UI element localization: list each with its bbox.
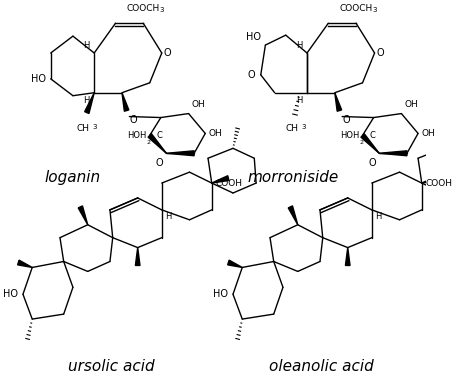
Text: morroniside: morroniside <box>247 170 339 185</box>
Text: H: H <box>165 212 172 221</box>
Text: O: O <box>342 114 350 124</box>
Text: HOH: HOH <box>128 131 147 140</box>
Polygon shape <box>361 134 379 153</box>
Text: 3: 3 <box>92 124 97 131</box>
Polygon shape <box>227 260 242 267</box>
Polygon shape <box>135 248 140 265</box>
Text: HO: HO <box>3 289 18 299</box>
Text: O: O <box>369 158 376 168</box>
Text: H: H <box>83 96 89 105</box>
Text: CH: CH <box>286 124 299 134</box>
Text: HO: HO <box>31 74 46 84</box>
Text: COOCH: COOCH <box>340 4 373 13</box>
Text: OH: OH <box>209 129 223 138</box>
Text: ursolic acid: ursolic acid <box>68 359 154 374</box>
Text: 3: 3 <box>160 7 164 13</box>
Text: HOH: HOH <box>340 131 360 140</box>
Polygon shape <box>379 151 407 156</box>
Polygon shape <box>78 206 88 225</box>
Text: COOH: COOH <box>216 179 242 187</box>
Text: HO: HO <box>246 32 261 42</box>
Polygon shape <box>212 176 229 183</box>
Text: C: C <box>369 131 375 140</box>
Text: C: C <box>156 131 162 140</box>
Text: 3: 3 <box>373 7 377 13</box>
Polygon shape <box>122 93 129 111</box>
Text: COOH: COOH <box>425 179 453 187</box>
Text: CH: CH <box>77 124 89 134</box>
Text: H: H <box>296 96 302 105</box>
Text: H: H <box>83 41 89 50</box>
Text: 2: 2 <box>147 140 151 145</box>
Polygon shape <box>422 176 439 183</box>
Polygon shape <box>430 129 443 148</box>
Text: OH: OH <box>422 129 435 138</box>
Text: OH: OH <box>192 99 205 109</box>
Text: oleanolic acid: oleanolic acid <box>268 359 373 374</box>
Polygon shape <box>335 93 342 111</box>
Polygon shape <box>345 248 350 265</box>
Text: H: H <box>375 212 382 221</box>
Text: 2: 2 <box>360 140 364 145</box>
Text: 3: 3 <box>301 124 306 131</box>
Polygon shape <box>84 93 94 114</box>
Text: OH: OH <box>404 99 418 109</box>
Polygon shape <box>288 206 298 225</box>
Text: HO: HO <box>213 289 228 299</box>
Polygon shape <box>166 151 194 156</box>
Polygon shape <box>148 134 166 153</box>
Text: O: O <box>376 48 384 58</box>
Polygon shape <box>18 260 32 267</box>
Text: loganin: loganin <box>45 170 101 185</box>
Text: O: O <box>156 158 163 168</box>
Text: H: H <box>296 41 302 50</box>
Text: O: O <box>129 114 137 124</box>
Text: COOCH: COOCH <box>127 4 160 13</box>
Text: O: O <box>247 70 255 80</box>
Text: O: O <box>163 48 171 58</box>
